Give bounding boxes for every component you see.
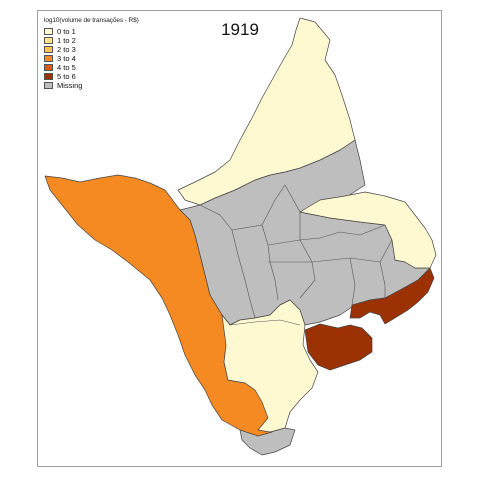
- legend-title: log10(volume de transações - R$): [44, 17, 139, 24]
- legend-swatch: [44, 54, 53, 63]
- legend-label: Missing: [57, 81, 83, 90]
- region-north[interactable]: [177, 17, 356, 206]
- legend-label: 0 to 1: [57, 27, 76, 36]
- legend-swatch: [44, 27, 53, 36]
- legend-swatch: [44, 81, 53, 90]
- legend-item-5-6: 5 to 6: [44, 72, 139, 81]
- legend-item-4-5: 4 to 5: [44, 63, 139, 72]
- region-southeast-coast[interactable]: [304, 323, 373, 371]
- legend-label: 3 to 4: [57, 54, 76, 63]
- legend-item-0-1: 0 to 1: [44, 27, 139, 36]
- legend-label: 5 to 6: [57, 72, 76, 81]
- legend-item-3-4: 3 to 4: [44, 54, 139, 63]
- legend-item-1-2: 1 to 2: [44, 36, 139, 45]
- legend-label: 2 to 3: [57, 45, 76, 54]
- legend-swatch: [44, 36, 53, 45]
- region-south-central[interactable]: [221, 299, 319, 433]
- map-title: 1919: [221, 20, 259, 39]
- legend-label: 4 to 5: [57, 63, 76, 72]
- map-legend: log10(volume de transações - R$) 0 to 1 …: [44, 17, 139, 90]
- legend-swatch: [44, 72, 53, 81]
- legend-item-2-3: 2 to 3: [44, 45, 139, 54]
- legend-swatch: [44, 63, 53, 72]
- legend-label: 1 to 2: [57, 36, 76, 45]
- map-frame: [37, 10, 442, 467]
- legend-swatch: [44, 45, 53, 54]
- legend-item-missing: Missing: [44, 81, 139, 90]
- region-macapa[interactable]: [349, 267, 435, 325]
